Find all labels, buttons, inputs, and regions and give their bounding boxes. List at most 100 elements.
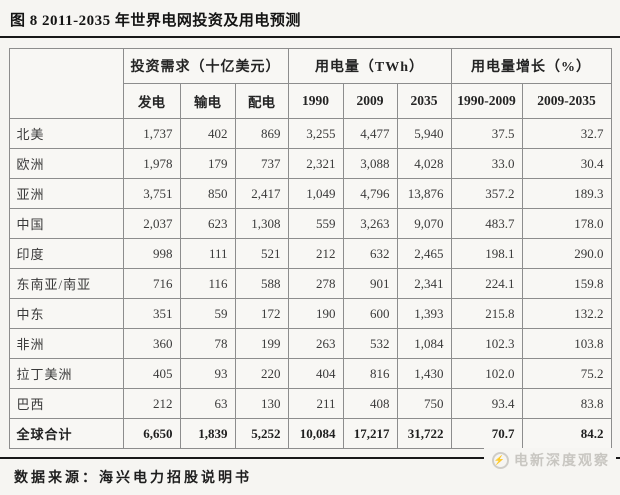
- value-cell: 5,940: [396, 118, 452, 149]
- table-row: 印度 998 111 521 212 632 2,465 198.1 290.0: [8, 238, 612, 269]
- group-header-consumption: 用电量（TWh）: [287, 48, 452, 84]
- value-cell: 13,876: [396, 178, 452, 209]
- value-cell: 404: [287, 358, 344, 389]
- value-cell: 93: [179, 358, 236, 389]
- table-row: 北美 1,737 402 869 3,255 4,477 5,940 37.5 32.7: [8, 118, 612, 149]
- figure-title: 图 8 2011-2035 年世界电网投资及用电预测: [10, 13, 301, 29]
- table-row: 拉丁美洲 405 93 220 404 816 1,430 102.0 75.2: [8, 358, 612, 389]
- value-cell: 2,037: [122, 208, 181, 239]
- table-row: 非洲 360 78 199 263 532 1,084 102.3 103.8: [8, 328, 612, 359]
- region-cell: 东南亚/南亚: [8, 268, 124, 299]
- value-cell: 59: [179, 298, 236, 329]
- value-cell: 70.7: [450, 418, 523, 449]
- value-cell: 3,088: [342, 148, 398, 179]
- column-header-1990-2009: 1990-2009: [450, 83, 523, 119]
- value-cell: 850: [179, 178, 236, 209]
- table-row: 亚洲 3,751 850 2,417 1,049 4,796 13,876 357.2 189.…: [8, 178, 612, 209]
- value-cell: 869: [234, 118, 289, 149]
- value-cell: 33.0: [450, 148, 523, 179]
- value-cell: 224.1: [450, 268, 523, 299]
- value-cell: 83.8: [521, 388, 612, 419]
- value-cell: 6,650: [122, 418, 181, 449]
- value-cell: 816: [342, 358, 398, 389]
- value-cell: 4,796: [342, 178, 398, 209]
- region-cell: 印度: [8, 238, 124, 269]
- region-cell: 中国: [8, 208, 124, 239]
- value-cell: 623: [179, 208, 236, 239]
- value-cell: 521: [234, 238, 289, 269]
- value-cell: 1,430: [396, 358, 452, 389]
- table-header: 投资需求（十亿美元） 用电量（TWh） 用电量增长（%） 发电 输电 配电 19…: [8, 48, 612, 119]
- value-cell: 559: [287, 208, 344, 239]
- region-cell: 中东: [8, 298, 124, 329]
- value-cell: 483.7: [450, 208, 523, 239]
- value-cell: 159.8: [521, 268, 612, 299]
- title-divider: [0, 36, 620, 38]
- value-cell: 10,084: [287, 418, 344, 449]
- value-cell: 3,255: [287, 118, 344, 149]
- region-cell: 拉丁美洲: [8, 358, 124, 389]
- value-cell: 2,417: [234, 178, 289, 209]
- table-row: 东南亚/南亚 716 116 588 278 901 2,341 224.1 159.8: [8, 268, 612, 299]
- grid-investment-table: 投资需求（十亿美元） 用电量（TWh） 用电量增长（%） 发电 输电 配电 19…: [8, 48, 612, 449]
- value-cell: 1,393: [396, 298, 452, 329]
- region-cell: 非洲: [8, 328, 124, 359]
- value-cell: 4,477: [342, 118, 398, 149]
- value-cell: 211: [287, 388, 344, 419]
- value-cell: 9,070: [396, 208, 452, 239]
- value-cell: 1,737: [122, 118, 181, 149]
- value-cell: 402: [179, 118, 236, 149]
- region-cell: 欧洲: [8, 148, 124, 179]
- value-cell: 1,084: [396, 328, 452, 359]
- value-cell: 212: [122, 388, 181, 419]
- group-header-investment: 投资需求（十亿美元）: [122, 48, 289, 84]
- value-cell: 716: [122, 268, 181, 299]
- region-cell: 全球合计: [8, 418, 124, 449]
- value-cell: 901: [342, 268, 398, 299]
- corner-cell: [8, 48, 124, 119]
- value-cell: 37.5: [450, 118, 523, 149]
- value-cell: 1,049: [287, 178, 344, 209]
- value-cell: 190: [287, 298, 344, 329]
- value-cell: 532: [342, 328, 398, 359]
- value-cell: 278: [287, 268, 344, 299]
- value-cell: 290.0: [521, 238, 612, 269]
- value-cell: 212: [287, 238, 344, 269]
- footer-divider: [0, 457, 620, 459]
- value-cell: 17,217: [342, 418, 398, 449]
- column-header-row: 发电 输电 配电 1990 2009 2035 1990-2009 2009-2…: [9, 83, 612, 119]
- value-cell: 179: [179, 148, 236, 179]
- value-cell: 199: [234, 328, 289, 359]
- value-cell: 2,465: [396, 238, 452, 269]
- value-cell: 78: [179, 328, 236, 359]
- value-cell: 198.1: [450, 238, 523, 269]
- value-cell: 3,263: [342, 208, 398, 239]
- column-header-2035: 2035: [396, 83, 452, 119]
- value-cell: 189.3: [521, 178, 612, 209]
- value-cell: 1,978: [122, 148, 181, 179]
- value-cell: 172: [234, 298, 289, 329]
- value-cell: 600: [342, 298, 398, 329]
- table-row: 欧洲 1,978 179 737 2,321 3,088 4,028 33.0 30.4: [8, 148, 612, 179]
- value-cell: 102.3: [450, 328, 523, 359]
- watermark: ⚡ 电新深度观察: [484, 448, 616, 472]
- value-cell: 84.2: [521, 418, 612, 449]
- value-cell: 116: [179, 268, 236, 299]
- value-cell: 263: [287, 328, 344, 359]
- value-cell: 998: [122, 238, 181, 269]
- value-cell: 5,252: [234, 418, 289, 449]
- value-cell: 30.4: [521, 148, 612, 179]
- value-cell: 588: [234, 268, 289, 299]
- value-cell: 75.2: [521, 358, 612, 389]
- column-header-distribution: 配电: [234, 83, 289, 119]
- region-cell: 巴西: [8, 388, 124, 419]
- column-header-generation: 发电: [122, 83, 181, 119]
- value-cell: 93.4: [450, 388, 523, 419]
- value-cell: 360: [122, 328, 181, 359]
- column-header-2009-2035: 2009-2035: [521, 83, 612, 119]
- value-cell: 132.2: [521, 298, 612, 329]
- table-body: 北美 1,737 402 869 3,255 4,477 5,940 37.5 32.7 欧洲 1,…: [8, 118, 612, 449]
- data-source-note: 数据来源：海兴电力招股说明书: [14, 471, 252, 486]
- column-header-transmission: 输电: [179, 83, 236, 119]
